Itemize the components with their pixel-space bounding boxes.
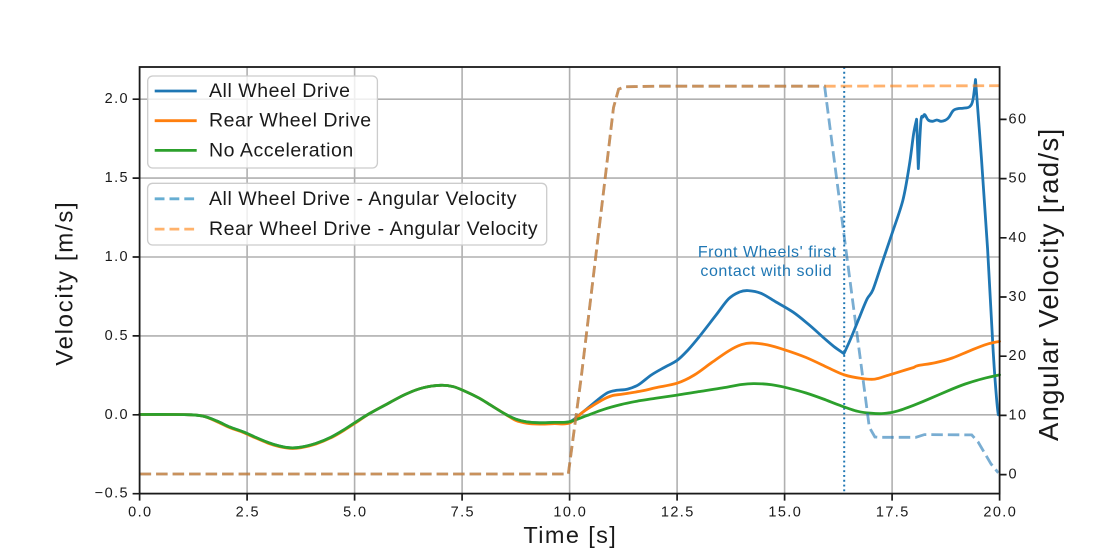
svg-text:2.0: 2.0: [105, 91, 129, 107]
svg-text:1.0: 1.0: [105, 249, 129, 265]
svg-text:All Wheel Drive: All Wheel Drive: [209, 80, 351, 102]
svg-text:17.5: 17.5: [876, 505, 910, 521]
svg-text:2.5: 2.5: [236, 505, 260, 521]
svg-text:0.0: 0.0: [128, 505, 152, 521]
svg-text:5.0: 5.0: [343, 505, 367, 521]
svg-text:50: 50: [1009, 171, 1028, 187]
svg-text:No Acceleration: No Acceleration: [209, 139, 354, 161]
svg-text:30: 30: [1009, 289, 1028, 305]
svg-text:All Wheel Drive - Angular Velo: All Wheel Drive - Angular Velocity: [209, 188, 517, 210]
svg-text:20.0: 20.0: [983, 505, 1017, 521]
svg-text:Front Wheels' first: Front Wheels' first: [698, 244, 837, 261]
svg-text:Velocity [m/s]: Velocity [m/s]: [52, 201, 79, 366]
svg-text:Rear Wheel Drive - Angular Vel: Rear Wheel Drive - Angular Velocity: [209, 218, 538, 240]
svg-text:10.0: 10.0: [553, 505, 587, 521]
svg-text:0.5: 0.5: [105, 328, 129, 344]
svg-text:7.5: 7.5: [451, 505, 475, 521]
svg-text:contact with solid: contact with solid: [700, 263, 832, 280]
svg-text:Angular Velocity [rad/s]: Angular Velocity [rad/s]: [1033, 127, 1064, 441]
svg-text:Rear Wheel Drive: Rear Wheel Drive: [209, 110, 372, 132]
svg-text:20: 20: [1009, 348, 1028, 364]
svg-text:−0.5: −0.5: [95, 486, 129, 502]
svg-text:1.5: 1.5: [105, 170, 129, 186]
svg-text:10: 10: [1009, 407, 1028, 423]
svg-text:60: 60: [1009, 111, 1028, 127]
svg-text:15.0: 15.0: [768, 505, 802, 521]
svg-text:Time [s]: Time [s]: [523, 522, 617, 548]
svg-text:12.5: 12.5: [661, 505, 695, 521]
svg-text:40: 40: [1009, 230, 1028, 246]
svg-text:0.0: 0.0: [105, 407, 129, 423]
svg-text:0: 0: [1009, 467, 1018, 483]
